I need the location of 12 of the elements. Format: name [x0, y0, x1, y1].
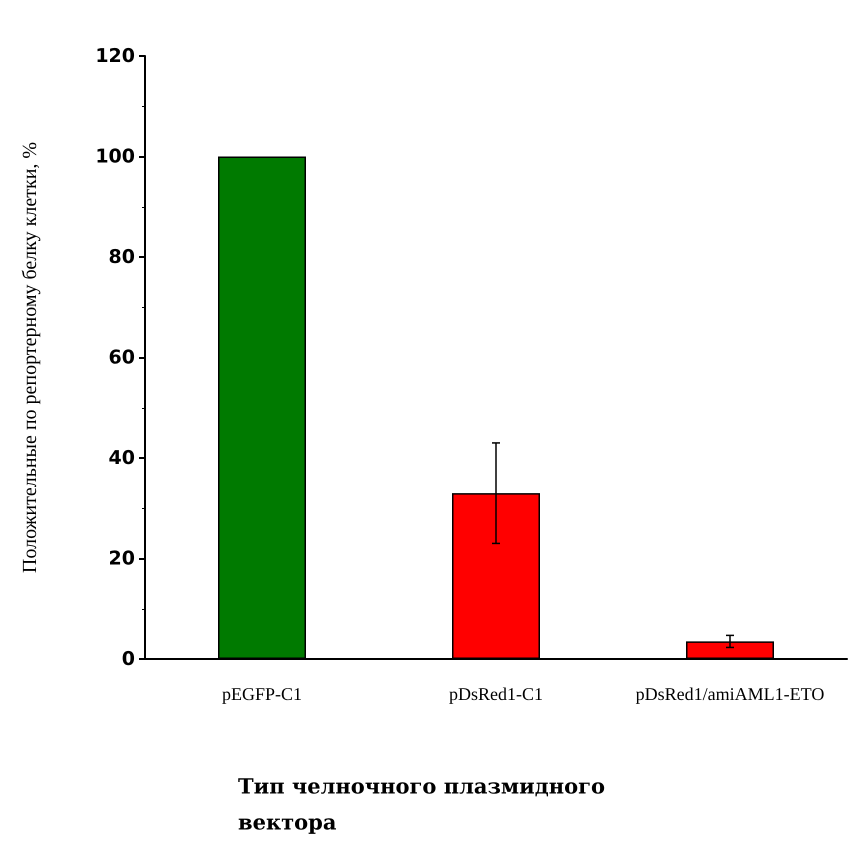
- y-tick-label: 20: [108, 548, 135, 570]
- y-tick-label: 120: [95, 45, 135, 67]
- x-tick-label: pDsRed1-C1: [449, 684, 543, 704]
- x-tick-label: pDsRed1/amiAML1-ETO: [636, 684, 824, 704]
- x-tick-label: pEGFP-C1: [222, 684, 302, 704]
- y-axis-title: Положительные по репортерному белку клетки, %: [19, 142, 41, 574]
- y-tick-label: 80: [108, 246, 135, 268]
- x-axis-title: Тип челночного плазмидного вектора: [238, 774, 612, 834]
- y-tick-label: 100: [95, 146, 135, 168]
- y-tick-label: 60: [108, 346, 135, 368]
- y-tick-label: 40: [108, 447, 135, 469]
- y-tick-label: 0: [122, 648, 135, 670]
